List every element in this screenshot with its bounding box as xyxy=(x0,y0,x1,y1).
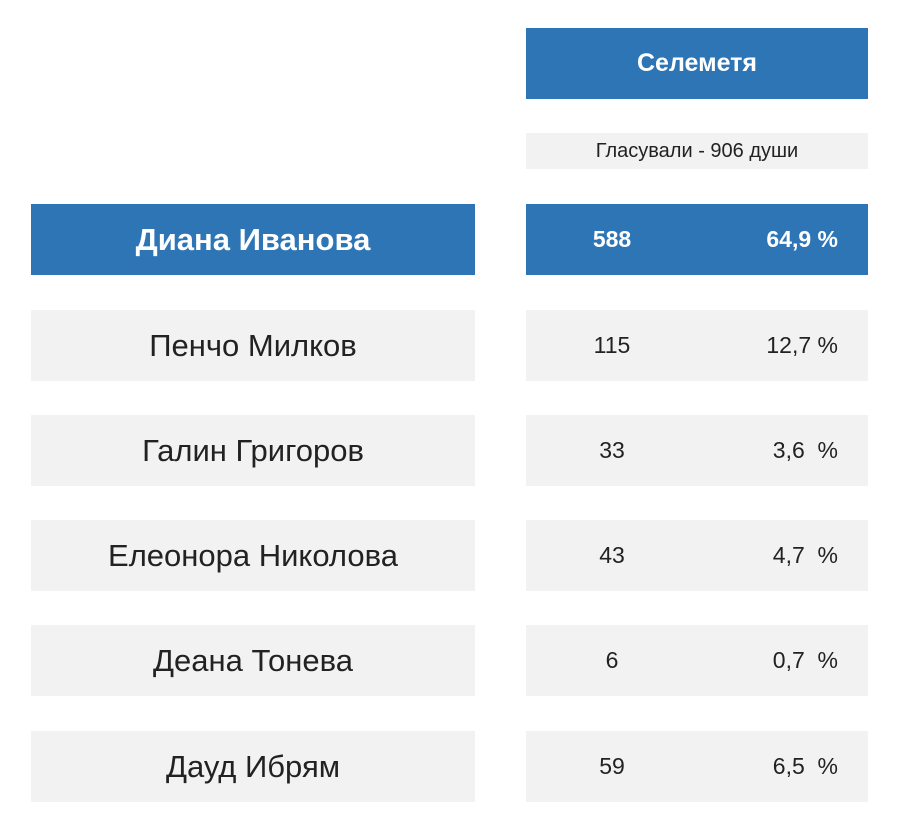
candidate-result-box: 6 0,7 % xyxy=(526,625,868,696)
candidate-name: Галин Григоров xyxy=(142,432,364,468)
candidate-name-box: Деана Тонева xyxy=(31,625,475,696)
candidate-name-box: Дауд Ибрям xyxy=(31,731,475,802)
candidate-percent: 4,7 % xyxy=(772,542,838,568)
candidate-name-box: Пенчо Милков xyxy=(31,310,475,381)
candidate-votes: 588 xyxy=(592,226,632,252)
candidate-name-box: Галин Григоров xyxy=(31,415,475,486)
candidate-votes: 59 xyxy=(599,753,625,779)
candidate-votes: 33 xyxy=(599,437,625,463)
candidate-percent: 6,5 % xyxy=(772,753,838,779)
candidate-votes: 6 xyxy=(605,647,619,673)
candidate-votes: 115 xyxy=(593,332,631,358)
candidate-percent: 12,7 % xyxy=(766,332,838,358)
candidate-percent: 0,7 % xyxy=(772,647,838,673)
voters-count-label: Гласували - 906 души xyxy=(595,139,799,162)
candidate-result-box: 59 6,5 % xyxy=(526,731,868,802)
candidate-result-box: 33 3,6 % xyxy=(526,415,868,486)
candidate-name: Елеонора Николова xyxy=(108,537,398,573)
candidate-name: Пенчо Милков xyxy=(149,327,357,363)
candidate-result-box: 43 4,7 % xyxy=(526,520,868,591)
candidate-name: Диана Иванова xyxy=(135,221,371,257)
candidate-name-box: Елеонора Николова xyxy=(31,520,475,591)
candidate-result-box: 588 64,9 % xyxy=(526,204,868,275)
candidate-name: Дауд Ибрям xyxy=(165,748,341,784)
candidate-percent: 3,6 % xyxy=(772,437,838,463)
candidate-votes: 43 xyxy=(599,542,625,568)
candidate-percent: 64,9 % xyxy=(766,226,838,252)
village-name: Селеметя xyxy=(637,49,757,77)
candidate-result-box: 115 12,7 % xyxy=(526,310,868,381)
voters-count-box: Гласували - 906 души xyxy=(526,133,868,169)
candidate-name-box: Диана Иванова xyxy=(31,204,475,275)
candidate-name: Деана Тонева xyxy=(153,642,353,678)
village-header: Селеметя xyxy=(526,28,868,99)
